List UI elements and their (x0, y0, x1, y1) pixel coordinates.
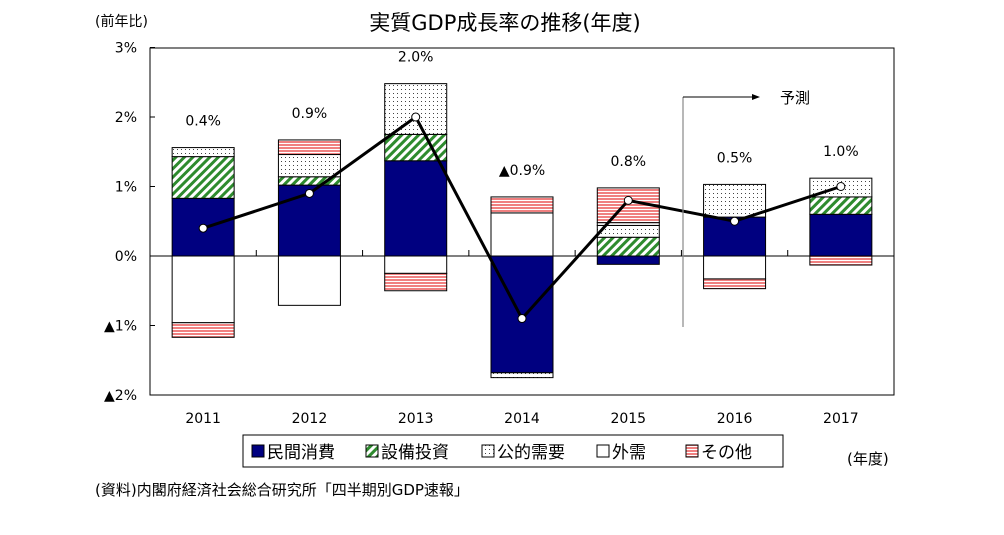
forecast-arrowhead-icon (752, 94, 760, 100)
bar-segment-公的需要 (384, 83, 448, 135)
bar-segment-外需 (490, 212, 554, 257)
bar-segment-民間消費 (384, 160, 448, 257)
gdp-growth-label: 0.8% (610, 154, 646, 170)
bar-segment-公的需要 (171, 147, 235, 158)
x-tick-label: 2014 (504, 411, 540, 427)
bar-segment-公的需要 (703, 183, 767, 218)
source-note: (資料)内閣府経済社会総合研究所「四半期別GDP速報」 (95, 481, 469, 499)
bar-segment-その他 (490, 196, 554, 214)
gdp-growth-label: 0.9% (292, 106, 328, 122)
x-tick-label: 2011 (185, 411, 221, 427)
bar-segment-公的需要 (277, 154, 341, 178)
legend-swatch-公的需要 (481, 444, 495, 458)
plot-frame (149, 47, 895, 396)
gdp-growth-label: ▲0.9% (499, 163, 545, 179)
gdp-growth-label: 2.0% (398, 50, 434, 66)
legend-swatch-その他 (685, 444, 699, 458)
bar-segment-その他 (703, 278, 767, 290)
bar-segment-外需 (384, 255, 448, 274)
x-tick-label: 2016 (717, 411, 753, 427)
legend-label: 民間消費 (267, 443, 335, 463)
forecast-label: 予測 (780, 89, 810, 107)
bar-segment-設備投資 (171, 156, 235, 199)
y-tick-label: 2% (115, 110, 137, 126)
y-axis-unit-label: (前年比) (95, 13, 148, 30)
gdp-growth-label: 0.4% (185, 114, 221, 130)
bar-segment-設備投資 (809, 196, 873, 215)
gdp-growth-point (517, 314, 527, 324)
bar-segment-公的需要 (490, 372, 554, 379)
bar-segment-外需 (171, 255, 235, 324)
gdp-growth-point (623, 195, 633, 205)
bar-segment-その他 (171, 322, 235, 338)
legend-swatch-民間消費 (251, 444, 265, 458)
bar-segment-外需 (703, 255, 767, 280)
gdp-growth-label: 1.0% (823, 144, 859, 160)
x-tick-label: 2017 (823, 411, 859, 427)
bar-segment-外需 (277, 255, 341, 306)
y-tick-label: ▲1% (104, 319, 137, 335)
x-tick-label: 2012 (292, 411, 328, 427)
gdp-growth-point (304, 188, 314, 198)
gdp-growth-label: 0.5% (717, 150, 753, 166)
gdp-growth-point (198, 223, 208, 233)
bar-segment-その他 (277, 139, 341, 156)
gdp-growth-point (730, 216, 740, 226)
y-tick-label: ▲2% (104, 388, 137, 404)
y-tick-label: 0% (115, 249, 137, 265)
chart-title: 実質GDP成長率の推移(年度) (369, 11, 641, 35)
bar-segment-民間消費 (809, 213, 873, 257)
bar-segment-設備投資 (596, 236, 660, 257)
legend-label: 設備投資 (381, 443, 449, 463)
legend-swatch-外需 (596, 444, 610, 458)
y-tick-label: 1% (115, 180, 137, 196)
x-axis-unit-label: (年度) (847, 450, 889, 468)
bar-segment-公的需要 (596, 224, 660, 238)
x-tick-label: 2013 (398, 411, 434, 427)
y-tick-label: 3% (115, 41, 137, 57)
legend-label: 公的需要 (497, 443, 565, 463)
legend-label: その他 (701, 443, 752, 463)
gdp-growth-point (411, 112, 421, 122)
legend-label: 外需 (612, 443, 646, 463)
x-tick-label: 2015 (610, 411, 646, 427)
legend-swatch-設備投資 (365, 444, 379, 458)
bar-segment-その他 (809, 255, 873, 266)
bar-segment-民間消費 (596, 255, 660, 265)
bar-segment-その他 (384, 272, 448, 292)
gdp-growth-point (836, 182, 846, 191)
